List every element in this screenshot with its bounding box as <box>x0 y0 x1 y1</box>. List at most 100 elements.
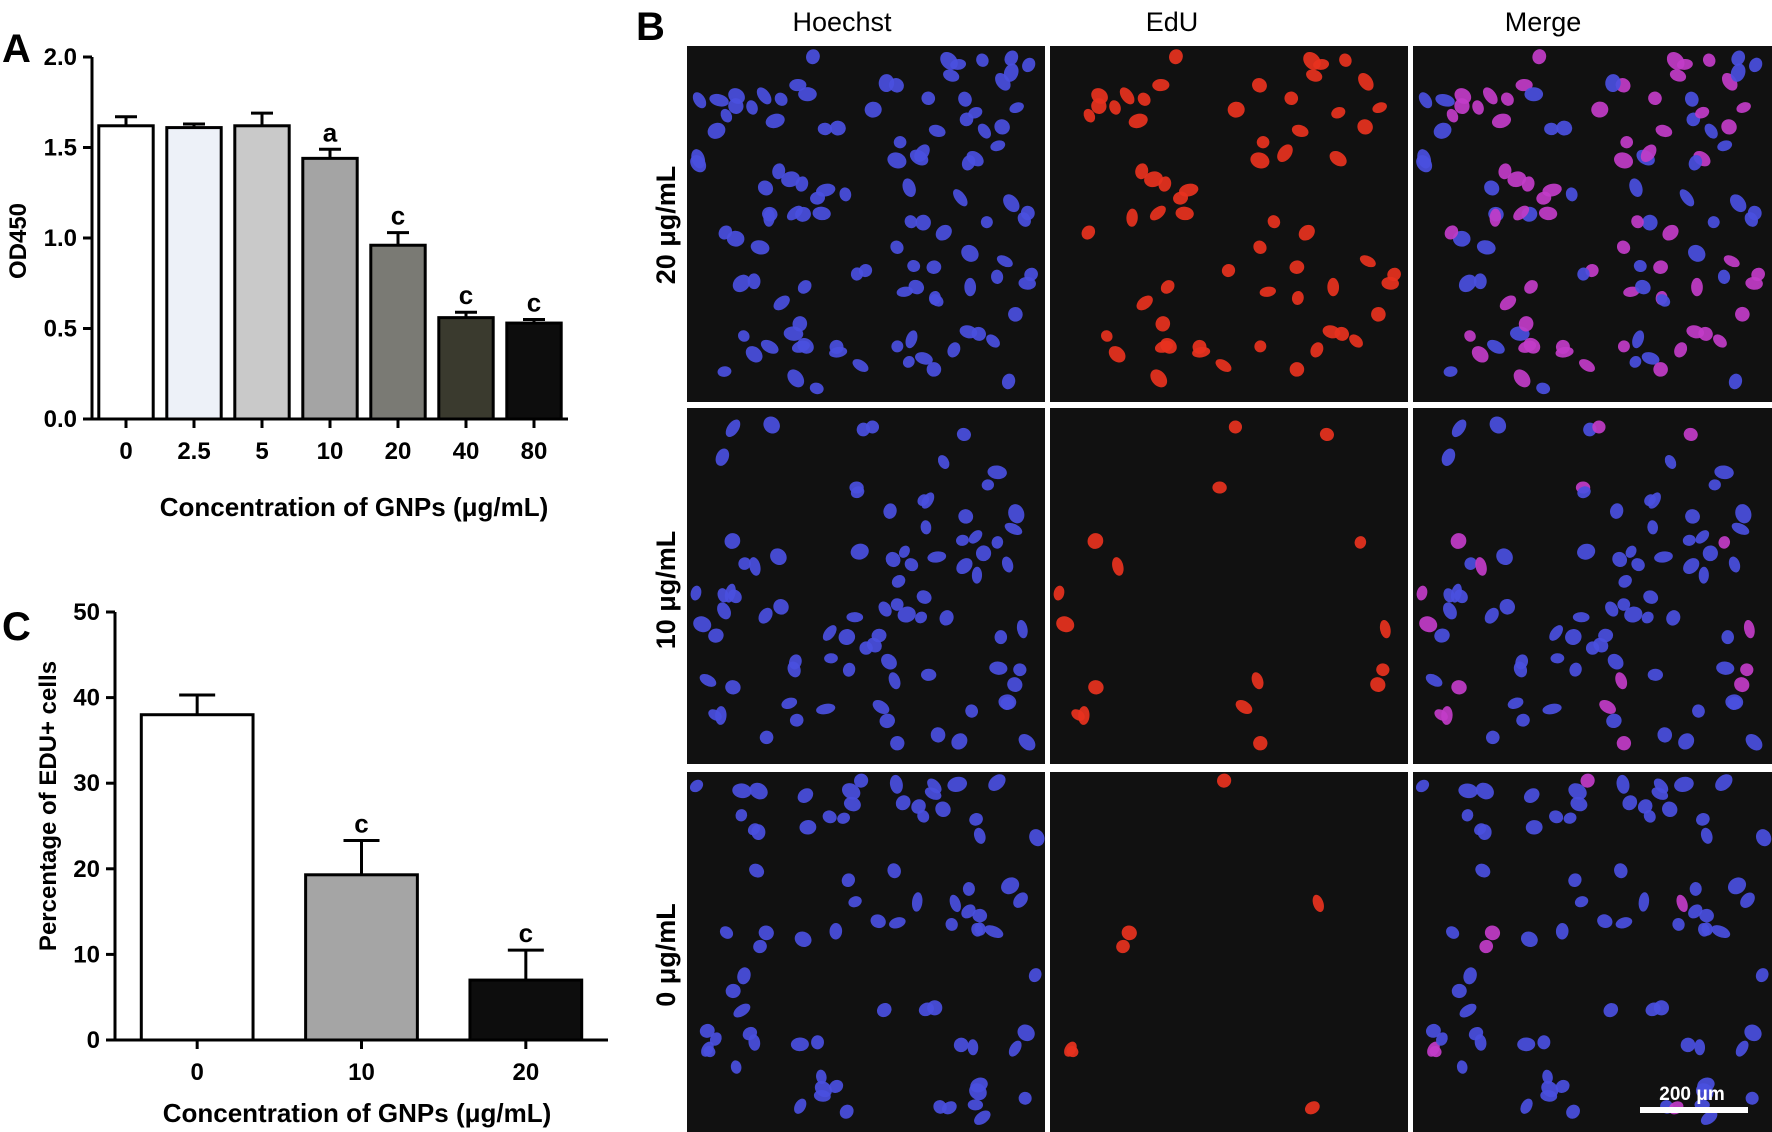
cell-nucleus <box>730 1060 742 1074</box>
chart-a-y-axis-label: OD450 <box>5 203 32 279</box>
cell-nucleus <box>1692 704 1705 718</box>
cell-nucleus <box>908 279 925 295</box>
cell-nucleus <box>1454 589 1468 604</box>
cell-nucleus <box>749 782 768 800</box>
significance-label: c <box>459 280 473 310</box>
cell-nucleus <box>1612 551 1628 568</box>
cell-nucleus <box>1029 829 1045 847</box>
cell-nucleus <box>1387 267 1401 282</box>
cell-nucleus <box>969 1083 987 1101</box>
micrograph-edu-row-2 <box>1050 408 1408 764</box>
cell-nucleus <box>1088 680 1104 695</box>
cell-nucleus <box>991 269 1004 284</box>
chart-c-y-axis-label: Percentage of EDU+ cells <box>35 661 62 951</box>
cell-nucleus <box>1116 939 1130 954</box>
x-tick-label: 10 <box>317 438 344 465</box>
cell-nucleus <box>1523 788 1540 803</box>
cell-nucleus <box>1648 91 1662 106</box>
cell-nucleus <box>1568 873 1582 887</box>
cell-nucleus <box>728 589 742 604</box>
cell-nucleus <box>967 1099 984 1111</box>
chart-c-x-axis-label: Concentration of GNPs (μg/mL) <box>163 1098 552 1128</box>
cell-nucleus <box>1121 925 1137 941</box>
cell-nucleus <box>1000 696 1015 711</box>
cell-nucleus <box>708 628 724 643</box>
cell-nucleus <box>1078 706 1090 725</box>
cell-nucleus <box>829 1079 844 1093</box>
cell-nucleus <box>1217 773 1232 788</box>
cell-nucleus <box>1614 863 1628 879</box>
cell-nucleus <box>1001 373 1016 390</box>
cell-nucleus <box>1192 346 1211 358</box>
cell-nucleus <box>920 520 932 535</box>
cell-nucleus <box>1434 628 1450 643</box>
cell-nucleus <box>878 74 895 93</box>
cell-nucleus <box>717 588 729 603</box>
cell-nucleus <box>1443 588 1455 603</box>
cell-nucleus <box>1053 585 1065 601</box>
cell-nucleus <box>749 863 765 878</box>
cell-nucleus <box>1631 215 1644 229</box>
cell-nucleus <box>974 1110 991 1125</box>
cell-nucleus <box>750 240 770 255</box>
cell-nucleus <box>905 330 918 349</box>
panel-letter-a: A <box>2 27 31 71</box>
cell-nucleus <box>958 509 974 524</box>
cell-nucleus <box>881 653 897 670</box>
cell-nucleus <box>918 1002 934 1017</box>
cell-nucleus <box>1744 212 1758 227</box>
cell-nucleus <box>699 673 717 687</box>
cell-nucleus <box>1228 420 1243 434</box>
cell-nucleus <box>1003 194 1020 213</box>
cell-nucleus <box>1376 663 1390 677</box>
cell-nucleus <box>1618 575 1632 588</box>
cell-nucleus <box>813 1090 831 1102</box>
cell-nucleus <box>1484 180 1500 196</box>
cell-nucleus <box>772 163 786 180</box>
cell-nucleus <box>1518 316 1534 332</box>
cell-nucleus <box>693 616 712 633</box>
cell-nucleus <box>1370 677 1386 693</box>
x-tick-label: 0 <box>190 1059 203 1086</box>
cell-nucleus <box>1112 557 1124 576</box>
cell-nucleus <box>1359 255 1376 268</box>
cell-nucleus <box>904 215 918 229</box>
cell-nucleus <box>1491 113 1512 129</box>
cell-nucleus <box>935 801 951 818</box>
cell-nucleus <box>1310 342 1324 358</box>
cell-nucleus <box>897 606 916 623</box>
cell-nucleus <box>824 653 838 664</box>
cell-nucleus <box>1173 191 1188 205</box>
cell-nucleus <box>988 774 1006 791</box>
cell-nucleus <box>1007 677 1023 693</box>
cell-nucleus <box>883 503 897 519</box>
cell-nucleus <box>1119 87 1135 105</box>
cell-nucleus <box>902 356 915 368</box>
cell-nucleus <box>972 908 988 923</box>
cell-nucleus <box>953 1037 969 1053</box>
cell-nucleus <box>1685 509 1700 524</box>
cell-nucleus <box>1521 176 1535 192</box>
cell-nucleus <box>1109 100 1121 115</box>
cell-nucleus <box>1731 522 1750 535</box>
cell-nucleus <box>1443 602 1457 620</box>
cell-nucleus <box>981 479 995 491</box>
cell-nucleus <box>718 225 733 240</box>
cell-nucleus <box>763 416 780 434</box>
cell-nucleus <box>1371 306 1386 322</box>
cell-nucleus <box>1672 917 1685 931</box>
cell-nucleus <box>1463 967 1477 985</box>
cell-nucleus <box>1169 49 1183 65</box>
cell-nucleus <box>889 917 906 929</box>
cell-nucleus <box>765 113 785 129</box>
cell-nucleus <box>956 558 973 575</box>
cell-nucleus <box>1745 733 1763 751</box>
cell-nucleus <box>1565 187 1578 202</box>
cell-nucleus <box>1441 448 1456 466</box>
cell-nucleus <box>822 810 837 824</box>
cell-nucleus <box>763 208 775 227</box>
cell-nucleus <box>1349 334 1363 348</box>
cell-nucleus <box>1695 106 1710 119</box>
micrograph-background <box>1050 408 1408 764</box>
cell-nucleus <box>810 191 825 205</box>
